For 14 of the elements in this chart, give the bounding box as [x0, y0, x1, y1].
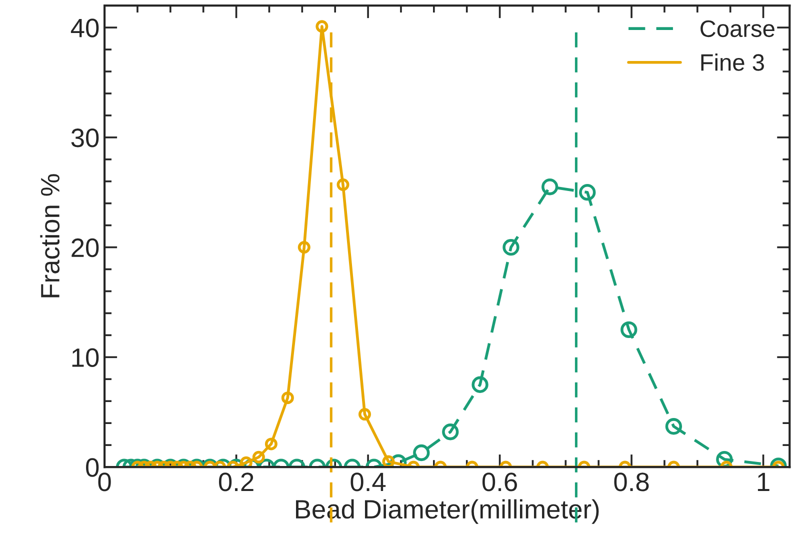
- x-tick-label: 0: [98, 472, 111, 492]
- x-tick-label: 0.4: [350, 472, 386, 492]
- y-tick-label: 0: [86, 458, 99, 477]
- y-tick-label: 30: [71, 128, 99, 148]
- y-tick-label: 40: [70, 18, 99, 38]
- legend-label: Fine 3: [701, 54, 764, 71]
- x-tick-label: 1: [758, 472, 770, 492]
- y-tick-label: 20: [72, 238, 99, 258]
- x-tick-label: 0.8: [614, 472, 649, 492]
- x-tick-label: 0.2: [218, 472, 254, 492]
- y-axis-title: Fraction %: [40, 174, 60, 298]
- x-tick-label: 0.6: [482, 472, 517, 492]
- y-tick-label: 10: [72, 348, 99, 367]
- legend-label: Coarse: [700, 20, 774, 38]
